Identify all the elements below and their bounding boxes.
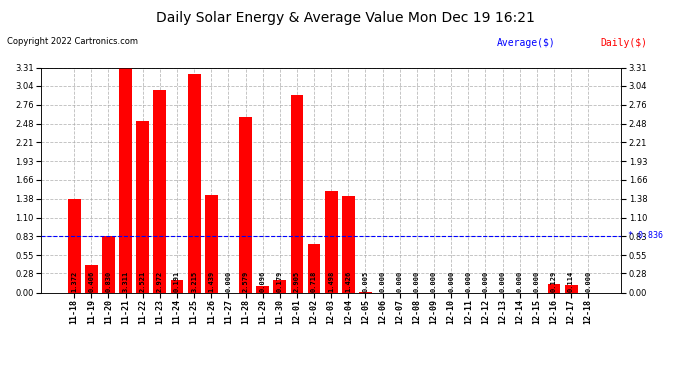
Bar <box>273 280 286 292</box>
Text: 0.000: 0.000 <box>226 271 231 292</box>
Bar <box>205 195 217 292</box>
Text: 0.000: 0.000 <box>585 271 591 292</box>
Text: 2.905: 2.905 <box>294 271 300 292</box>
Text: 0.000: 0.000 <box>500 271 506 292</box>
Text: Daily($): Daily($) <box>600 38 647 48</box>
Text: Daily Solar Energy & Average Value Mon Dec 19 16:21: Daily Solar Energy & Average Value Mon D… <box>155 11 535 25</box>
Text: * 0.836: * 0.836 <box>628 231 663 240</box>
Text: 1.439: 1.439 <box>208 271 215 292</box>
Bar <box>256 286 269 292</box>
Bar <box>239 117 252 292</box>
Text: 1.426: 1.426 <box>345 271 351 292</box>
Text: 0.000: 0.000 <box>380 271 386 292</box>
Text: 0.718: 0.718 <box>311 271 317 292</box>
Text: Copyright 2022 Cartronics.com: Copyright 2022 Cartronics.com <box>7 38 138 46</box>
Bar <box>137 121 149 292</box>
Bar <box>188 74 201 292</box>
Text: 0.179: 0.179 <box>277 271 283 292</box>
Bar <box>325 190 337 292</box>
Text: 2.521: 2.521 <box>139 271 146 292</box>
Text: 0.000: 0.000 <box>482 271 489 292</box>
Text: 1.498: 1.498 <box>328 271 334 292</box>
Bar <box>85 265 98 292</box>
Text: 2.579: 2.579 <box>242 271 248 292</box>
Bar <box>290 95 304 292</box>
Text: 3.311: 3.311 <box>123 271 128 292</box>
Text: 0.129: 0.129 <box>551 271 557 292</box>
Text: 0.000: 0.000 <box>431 271 437 292</box>
Text: 0.000: 0.000 <box>517 271 523 292</box>
Bar <box>170 279 184 292</box>
Text: 0.000: 0.000 <box>414 271 420 292</box>
Text: 1.372: 1.372 <box>71 271 77 292</box>
Text: 3.215: 3.215 <box>191 271 197 292</box>
Bar <box>308 244 320 292</box>
Text: 2.972: 2.972 <box>157 271 163 292</box>
Text: 0.191: 0.191 <box>174 271 180 292</box>
Text: 0.096: 0.096 <box>259 271 266 292</box>
Text: Average($): Average($) <box>497 38 555 48</box>
Text: 0.000: 0.000 <box>397 271 403 292</box>
Bar <box>102 236 115 292</box>
Bar <box>119 68 132 292</box>
Text: 0.000: 0.000 <box>534 271 540 292</box>
Text: 0.114: 0.114 <box>568 271 574 292</box>
Text: 0.005: 0.005 <box>362 271 368 292</box>
Bar <box>153 90 166 292</box>
Bar <box>68 199 81 292</box>
Text: 0.000: 0.000 <box>448 271 454 292</box>
Text: 0.406: 0.406 <box>88 271 95 292</box>
Bar <box>564 285 578 292</box>
Bar <box>342 196 355 292</box>
Text: 0.000: 0.000 <box>465 271 471 292</box>
Text: 0.830: 0.830 <box>106 271 112 292</box>
Bar <box>548 284 560 292</box>
